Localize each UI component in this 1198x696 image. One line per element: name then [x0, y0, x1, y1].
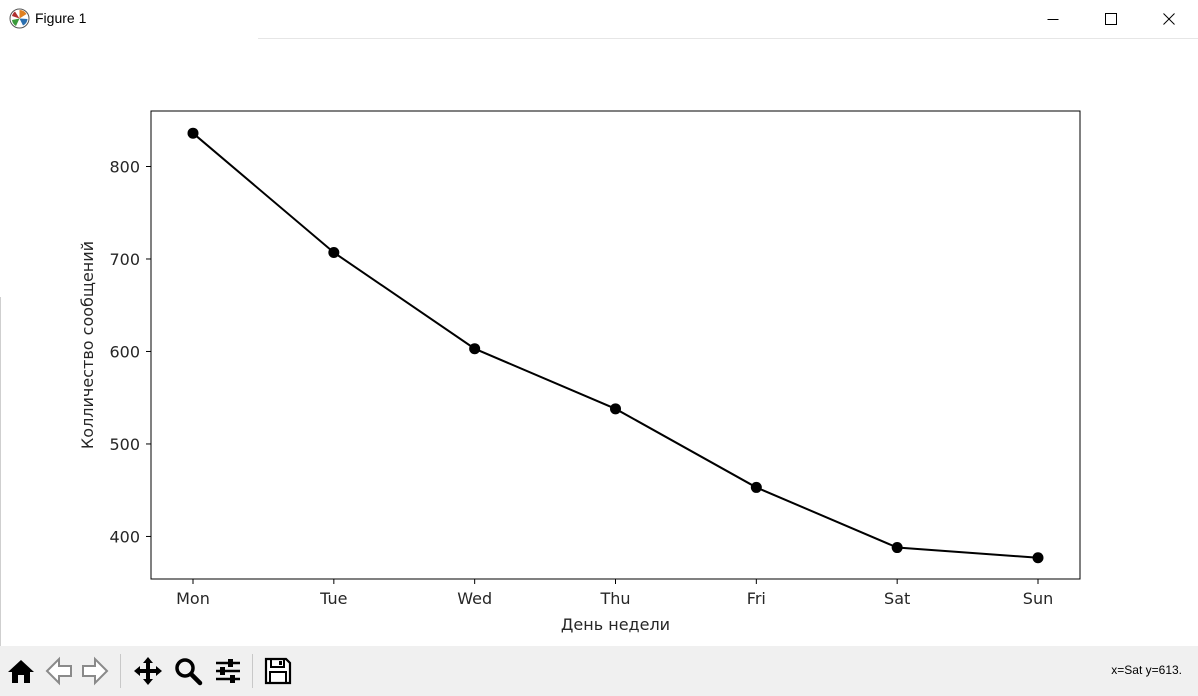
- minimize-button[interactable]: [1024, 0, 1082, 38]
- maximize-button[interactable]: [1082, 0, 1140, 38]
- y-tick-label: 800: [109, 157, 140, 176]
- zoom-button[interactable]: [171, 654, 205, 688]
- matplotlib-logo-icon: [9, 8, 30, 29]
- series-line: [192, 132, 1039, 559]
- x-tick-label: Tue: [319, 589, 347, 608]
- data-point-marker: [610, 403, 621, 415]
- y-tick-label: 700: [109, 250, 140, 269]
- close-icon: [1163, 13, 1175, 25]
- back-button[interactable]: [42, 654, 76, 688]
- x-tick-label: Fri: [747, 589, 766, 608]
- data-point-marker: [187, 127, 199, 139]
- y-tick-label: 500: [109, 435, 140, 454]
- y-tick-label: 400: [109, 527, 140, 546]
- data-point-marker: [891, 542, 903, 554]
- data-point-marker: [1032, 552, 1044, 564]
- home-button[interactable]: [4, 654, 38, 688]
- forward-arrow-icon: [82, 656, 109, 686]
- close-button[interactable]: [1140, 0, 1198, 38]
- pan-icon: [134, 657, 162, 685]
- y-axis-label: Колличество сообщений: [78, 241, 97, 449]
- maximize-icon: [1105, 13, 1117, 25]
- toolbar-separator: [252, 654, 253, 688]
- navigation-toolbar: [0, 646, 1198, 696]
- x-tick-label: Sat: [884, 589, 910, 608]
- minimize-icon: [1047, 19, 1059, 20]
- forward-button[interactable]: [78, 654, 112, 688]
- x-tick-label: Thu: [599, 589, 630, 608]
- x-tick-label: Sun: [1023, 589, 1053, 608]
- window-title: Figure 1: [35, 10, 87, 26]
- figure-canvas[interactable]: 400 500 600 700 800 Mon Tue Wed Thu Fri Sat Sun Ко…: [0, 39, 1198, 646]
- data-point-marker: [469, 343, 481, 355]
- zoom-icon: [175, 658, 203, 686]
- plot-frame: [150, 110, 1081, 580]
- toolbar-separator: [120, 654, 121, 688]
- title-divider: [258, 38, 1198, 39]
- home-icon: [8, 660, 34, 683]
- cursor-coordinates: x=Sat y=613.: [1111, 663, 1182, 677]
- window-left-edge: [0, 297, 1, 646]
- x-tick-label: Wed: [457, 589, 492, 608]
- data-point-marker: [750, 481, 762, 493]
- back-arrow-icon: [45, 656, 72, 686]
- data-point-marker: [328, 247, 340, 259]
- title-bar: Figure 1: [0, 0, 1198, 39]
- configure-subplots-button[interactable]: [211, 654, 245, 688]
- x-tick-label: Mon: [176, 589, 210, 608]
- line-chart: 400 500 600 700 800 Mon Tue Wed Thu Fri Sat Sun Ко…: [78, 110, 1081, 634]
- y-tick-label: 600: [109, 342, 140, 361]
- save-icon: [264, 657, 292, 685]
- configure-subplots-icon: [216, 659, 240, 683]
- pan-button[interactable]: [131, 654, 165, 688]
- save-button[interactable]: [261, 654, 295, 688]
- x-axis-label: День недели: [561, 615, 670, 634]
